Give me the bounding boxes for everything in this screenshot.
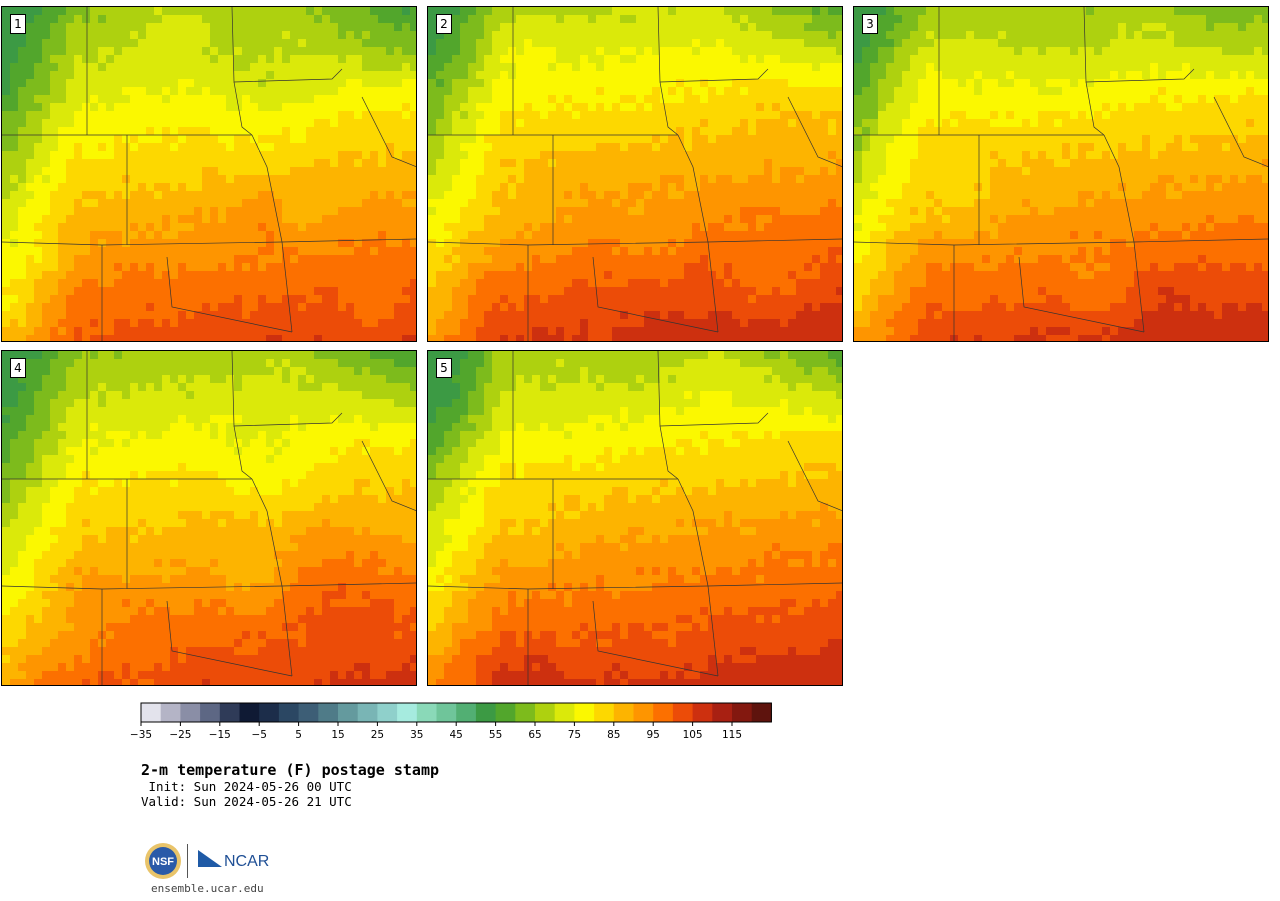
colorbar-swatch bbox=[554, 703, 575, 722]
member-label: 1 bbox=[10, 14, 26, 34]
colorbar-tick-label: −25 bbox=[169, 729, 191, 741]
colorbar-tick-label: −5 bbox=[251, 729, 266, 741]
temperature-field bbox=[854, 7, 1268, 341]
colorbar-swatch bbox=[574, 703, 595, 722]
colorbar-swatch bbox=[338, 703, 359, 722]
valid-time: Valid: Sun 2024-05-26 21 UTC bbox=[141, 794, 352, 809]
colorbar-swatch bbox=[515, 703, 536, 722]
colorbar-tick-label: 45 bbox=[450, 729, 463, 741]
colorbar-swatch bbox=[535, 703, 556, 722]
colorbar-swatch bbox=[672, 703, 693, 722]
colorbar-tick-label: 115 bbox=[722, 729, 742, 741]
colorbar-swatch bbox=[456, 703, 477, 722]
colorbar-swatch bbox=[732, 703, 753, 722]
colorbar-swatch bbox=[259, 703, 280, 722]
colorbar-swatch bbox=[613, 703, 634, 722]
nsf-logo-text: NSF bbox=[152, 856, 174, 868]
colorbar-swatch bbox=[692, 703, 713, 722]
website-url: ensemble.ucar.edu bbox=[151, 882, 264, 895]
colorbar-swatch bbox=[160, 703, 181, 722]
colorbar-swatch bbox=[357, 703, 378, 722]
colorbar-swatch bbox=[436, 703, 457, 722]
colorbar-swatch bbox=[751, 703, 772, 722]
member-label: 2 bbox=[436, 14, 452, 34]
colorbar-swatch bbox=[239, 703, 260, 722]
colorbar-swatch bbox=[397, 703, 418, 722]
colorbar-swatch bbox=[219, 703, 240, 722]
temperature-field bbox=[2, 351, 416, 685]
member-label: 4 bbox=[10, 358, 26, 378]
colorbar-swatch bbox=[416, 703, 437, 722]
temperature-field bbox=[428, 7, 842, 341]
colorbar-tick-label: 15 bbox=[331, 729, 344, 741]
colorbar-swatch bbox=[278, 703, 299, 722]
colorbar-tick-label: 25 bbox=[371, 729, 384, 741]
plot-title: 2-m temperature (F) postage stamp bbox=[141, 761, 440, 779]
colorbar-tick-label: 75 bbox=[568, 729, 581, 741]
colorbar-tick-label: 35 bbox=[410, 729, 423, 741]
colorbar-tick-label: 55 bbox=[489, 729, 502, 741]
colorbar-swatch bbox=[141, 703, 162, 722]
init-time: Init: Sun 2024-05-26 00 UTC bbox=[141, 779, 352, 794]
member-label: 3 bbox=[862, 14, 878, 34]
ncar-logo: NCAR bbox=[198, 850, 269, 870]
ensemble-member-map-3: 3 bbox=[853, 6, 1269, 342]
colorbar-tick-label: 5 bbox=[295, 729, 302, 741]
ensemble-member-map-4: 4 bbox=[1, 350, 417, 686]
colorbar-tick-label: −15 bbox=[209, 729, 231, 741]
colorbar-swatch bbox=[712, 703, 733, 722]
colorbar-swatch bbox=[475, 703, 496, 722]
temperature-colorbar: −35 −25 −15 −5 5 15 25 35 45 55 65 75 85 95 105 115 bbox=[130, 702, 772, 741]
colorbar-tick-label: 105 bbox=[683, 729, 703, 741]
ensemble-member-map-2: 2 bbox=[427, 6, 843, 342]
colorbar-tick-label: 85 bbox=[607, 729, 620, 741]
colorbar-swatch bbox=[594, 703, 615, 722]
ncar-logo-text: NCAR bbox=[224, 853, 269, 870]
temperature-field bbox=[2, 7, 416, 341]
colorbar-tick-label: −35 bbox=[130, 729, 152, 741]
colorbar-tick-label: 65 bbox=[528, 729, 541, 741]
nsf-logo: NSF bbox=[145, 843, 181, 879]
colorbar-swatch bbox=[200, 703, 221, 722]
colorbar-swatch bbox=[298, 703, 319, 722]
colorbar-swatch bbox=[180, 703, 201, 722]
colorbar-swatch bbox=[653, 703, 674, 722]
colorbar-swatch bbox=[377, 703, 398, 722]
colorbar-swatch bbox=[633, 703, 654, 722]
temperature-field bbox=[428, 351, 842, 685]
logo-divider bbox=[187, 844, 188, 878]
colorbar-swatch bbox=[318, 703, 339, 722]
member-label: 5 bbox=[436, 358, 452, 378]
colorbar-tick-label: 95 bbox=[647, 729, 660, 741]
ensemble-member-map-5: 5 bbox=[427, 350, 843, 686]
ensemble-member-map-1: 1 bbox=[1, 6, 417, 342]
colorbar-swatch bbox=[495, 703, 516, 722]
